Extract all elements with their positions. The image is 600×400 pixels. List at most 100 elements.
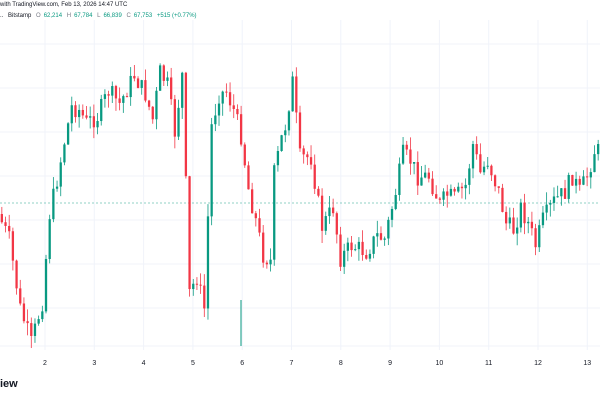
candle-body [140, 80, 143, 88]
candle-body [291, 76, 294, 112]
candle-body [55, 186, 59, 189]
candle-body [552, 196, 556, 203]
high-value: 67,784 [74, 13, 93, 19]
candle-body [225, 91, 228, 93]
candle-body [15, 260, 18, 289]
candle-body [523, 202, 526, 224]
candle-body [41, 311, 44, 320]
candle-body [302, 148, 305, 155]
candle-body [442, 191, 445, 200]
candle-body [195, 283, 199, 285]
close-label: C [126, 13, 131, 19]
candle-body [560, 188, 563, 197]
candle-body [376, 233, 379, 237]
candle-body [203, 285, 206, 309]
candle-body [475, 144, 478, 155]
candle-body [549, 202, 552, 205]
candle-body [26, 321, 29, 324]
candle-body [236, 108, 239, 115]
candle-body [306, 154, 309, 158]
close-value: 67,753 [133, 13, 153, 19]
source-exchange: Bitstamp [8, 13, 32, 19]
x-tick-label: 4 [141, 360, 146, 367]
candle-body [335, 213, 338, 235]
candle-body [545, 204, 548, 213]
candle-body [361, 241, 364, 256]
candle-body [412, 162, 416, 164]
x-tick-label: 8 [338, 360, 343, 367]
candle-body [420, 177, 423, 186]
candle-body [512, 217, 515, 234]
candle-body [468, 168, 471, 185]
candle-body [504, 211, 508, 224]
candle-body [206, 216, 210, 309]
candle-body [8, 225, 11, 232]
candle-body [527, 221, 530, 224]
candle-body [460, 186, 464, 189]
candle-body [276, 151, 280, 166]
candle-body [147, 100, 151, 107]
candle-body [262, 232, 265, 263]
candle-body [541, 212, 545, 226]
candle-body [133, 75, 136, 79]
candle-body [118, 98, 121, 103]
candle-body [122, 96, 125, 103]
candle-body [181, 72, 184, 108]
candle-body [449, 188, 453, 196]
candle-body [280, 135, 283, 152]
low-value: 66,839 [103, 13, 122, 19]
candle-body [490, 165, 493, 176]
candle-body [416, 162, 419, 186]
candle-body [328, 207, 331, 217]
candle-body [589, 172, 592, 178]
candle-body [331, 207, 335, 214]
candle-body [103, 94, 107, 99]
candle-body [177, 107, 180, 137]
candle-body [593, 154, 596, 173]
symbol-tail: .. [0, 13, 4, 19]
candle-body [136, 78, 140, 88]
candle-body [284, 130, 287, 136]
candle-body [19, 288, 22, 304]
candle-body [387, 219, 390, 239]
candle-body [221, 91, 224, 104]
candle-body [166, 77, 169, 81]
candle-body [398, 163, 401, 195]
candle-body [574, 178, 578, 186]
candle-body [232, 105, 235, 109]
candle-body [324, 216, 327, 231]
candle-body [394, 194, 397, 210]
candle-body [365, 255, 368, 259]
candle-body [464, 184, 467, 189]
candle-body [89, 116, 92, 118]
candle-body [457, 186, 460, 192]
candle-body [582, 176, 585, 185]
candle-body [254, 213, 257, 219]
candle-body [431, 178, 434, 195]
candle-body [379, 233, 383, 240]
x-tick-label: 7 [289, 360, 294, 367]
candle-body [390, 209, 394, 220]
candle-body [247, 165, 250, 190]
candle-body [78, 109, 81, 118]
candle-body [471, 144, 475, 169]
candle-body [295, 76, 298, 113]
candle-body [129, 75, 132, 98]
candle-body [81, 109, 84, 116]
candle-body [346, 242, 349, 251]
candle-body [158, 65, 162, 91]
change-value: +515 (+0.77%) [156, 13, 197, 19]
x-tick-label: 12 [534, 360, 542, 367]
candle-body [313, 164, 316, 189]
candle-body [228, 92, 232, 106]
x-tick-label: 3 [92, 360, 97, 367]
candle-body [354, 249, 357, 251]
candle-body [37, 319, 40, 324]
candle-body [317, 188, 320, 196]
candle-body [516, 227, 519, 234]
candle-body [111, 86, 114, 96]
candle-body [567, 174, 570, 199]
candle-body [74, 105, 77, 118]
candle-body [214, 115, 217, 125]
